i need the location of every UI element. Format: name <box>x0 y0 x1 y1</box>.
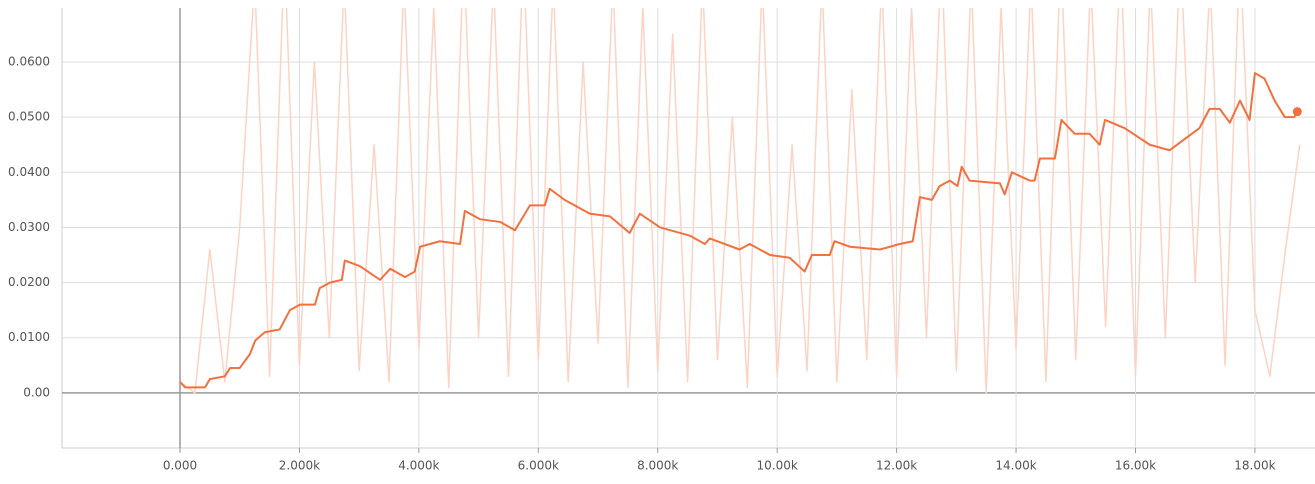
y-tick-label: 0.0300 <box>8 220 50 234</box>
y-tick-label: 0.00 <box>23 385 50 399</box>
x-tick-label: 0.000 <box>163 459 197 473</box>
y-tick-label: 0.0600 <box>8 55 50 69</box>
x-tick-label: 18.00k <box>1234 459 1275 473</box>
y-tick-label: 0.0200 <box>8 275 50 289</box>
x-tick-label: 14.00k <box>995 459 1036 473</box>
x-tick-label: 12.00k <box>876 459 917 473</box>
y-tick-label: 0.0500 <box>8 110 50 124</box>
x-tick-label: 16.00k <box>1115 459 1156 473</box>
x-tick-label: 4.000k <box>398 459 439 473</box>
series-line <box>179 8 1301 394</box>
x-tick-label: 10.00k <box>757 459 798 473</box>
x-tick-label: 8.000k <box>637 459 678 473</box>
x-tick-label: 2.000k <box>279 459 320 473</box>
plot-area <box>179 8 1301 394</box>
series-line <box>179 72 1299 389</box>
y-tick-label: 0.0100 <box>8 330 50 344</box>
y-tick-label: 0.0400 <box>8 165 50 179</box>
x-tick-label: 6.000k <box>518 459 559 473</box>
last-point <box>1292 107 1302 117</box>
